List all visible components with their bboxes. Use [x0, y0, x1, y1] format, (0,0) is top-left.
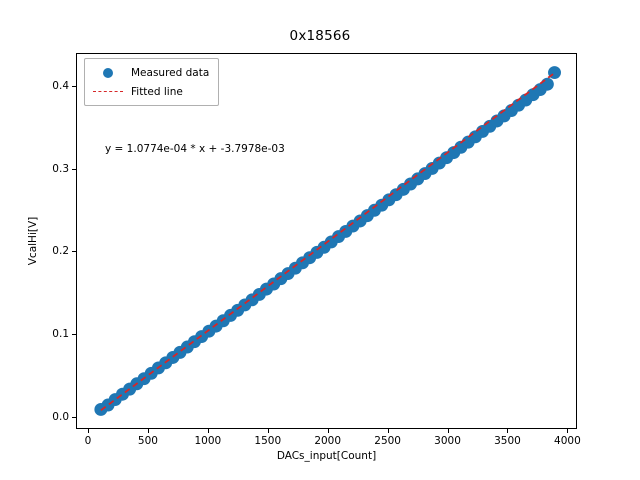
- measured-data-points: [94, 66, 561, 416]
- x-axis-tick-label: 3500: [494, 435, 521, 447]
- y-axis-tick-label: 0.0: [52, 410, 69, 423]
- x-axis-tick: [447, 429, 449, 433]
- chart-title: 0x18566: [289, 28, 351, 44]
- legend-item-measured-data: Measured data: [92, 64, 209, 81]
- legend-item-fitted-line: Fitted line: [92, 83, 209, 100]
- x-axis-tick-label: 2000: [314, 435, 342, 447]
- x-axis-tick: [567, 429, 569, 433]
- x-axis-tick-label: 2500: [374, 435, 401, 447]
- x-axis-label: DACs_input[Count]: [276, 450, 377, 462]
- y-axis-tick: [72, 251, 76, 253]
- x-axis-tick-label: 1500: [254, 435, 282, 447]
- y-axis-tick: [72, 416, 76, 418]
- y-axis-tick: [72, 85, 76, 87]
- x-axis-tick-label: 3000: [434, 435, 461, 447]
- chart-legend: Measured data Fitted line: [84, 58, 220, 106]
- plot-canvas: [94, 66, 561, 416]
- x-axis-tick-label: 4000: [554, 435, 581, 447]
- y-axis-tick-label: 0.4: [52, 79, 69, 92]
- legend-label: Measured data: [131, 66, 210, 79]
- x-axis-tick-label: 500: [137, 435, 158, 447]
- x-axis-tick: [387, 429, 389, 433]
- y-axis-tick: [72, 334, 76, 336]
- legend-label: Fitted line: [131, 85, 183, 98]
- x-axis-tick: [147, 429, 149, 433]
- x-axis-tick: [267, 429, 269, 433]
- y-axis-tick-label: 0.3: [52, 162, 69, 175]
- circle-marker-icon: [92, 67, 124, 78]
- fit-equation-annotation: y = 1.0774e-04 * x + -3.7978e-03: [105, 143, 285, 155]
- plot-axes: [76, 53, 577, 429]
- x-axis-tick: [207, 429, 209, 433]
- x-axis-tick: [507, 429, 509, 433]
- y-axis-tick-label: 0.1: [52, 328, 69, 341]
- x-axis-tick-label: 0: [84, 435, 92, 447]
- x-axis-tick: [327, 429, 329, 433]
- x-axis-tick-label: 1000: [194, 435, 222, 447]
- y-axis-tick: [72, 168, 76, 170]
- y-axis-label: VcalHi[V]: [27, 216, 39, 266]
- y-axis-tick-label: 0.2: [52, 245, 69, 258]
- dashed-line-icon: [92, 91, 124, 92]
- x-axis-tick: [87, 429, 89, 433]
